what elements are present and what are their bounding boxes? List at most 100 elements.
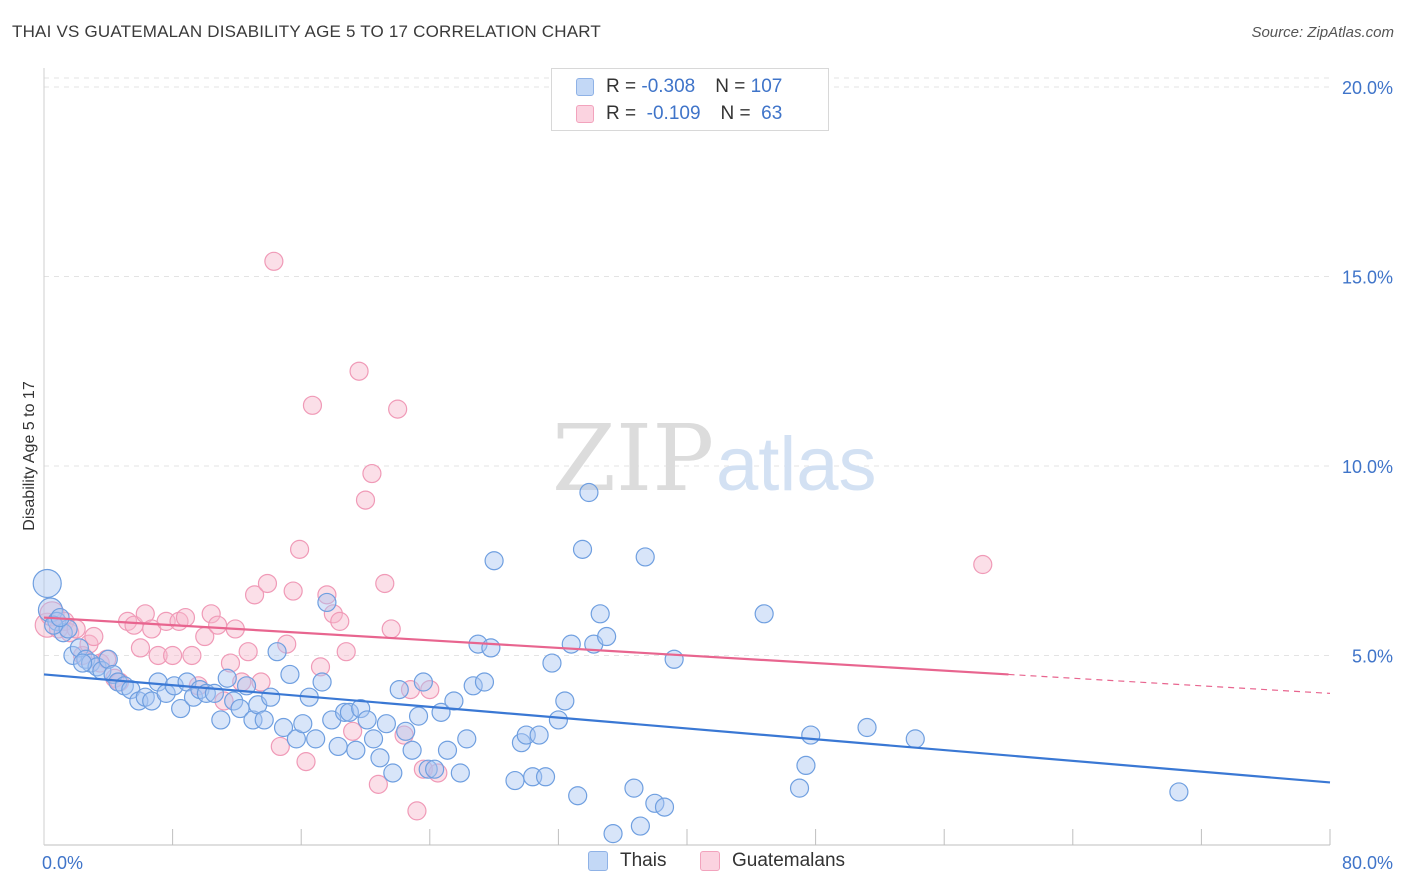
guatemalans-point bbox=[381, 619, 401, 639]
thais-point bbox=[63, 645, 83, 666]
thais-point bbox=[312, 672, 332, 692]
guatemalans-point bbox=[130, 638, 151, 658]
guatemalans-point bbox=[336, 642, 356, 662]
thais-point bbox=[376, 714, 396, 734]
guatemalans-point bbox=[349, 361, 369, 381]
guatemalans-point bbox=[220, 653, 241, 673]
guatemalans-point bbox=[163, 645, 183, 666]
guatemalans-point bbox=[182, 645, 202, 666]
thais-point bbox=[597, 626, 617, 647]
guatemalans-legend-label: Guatemalans bbox=[732, 850, 846, 871]
thais-point bbox=[542, 653, 562, 673]
thais-point bbox=[396, 721, 416, 741]
thais-point bbox=[261, 687, 281, 707]
guatemalans-point bbox=[84, 626, 104, 647]
guatemalans-point bbox=[201, 604, 221, 624]
guatemalans-r-value: -0.109 bbox=[641, 103, 701, 124]
thais-point bbox=[335, 702, 355, 722]
guatemalans-trend-line bbox=[43, 616, 1009, 676]
thais-point bbox=[47, 611, 67, 631]
thais-point bbox=[548, 710, 569, 730]
y-axis-tick-labels: 5.0% 10.0% 15.0% 20.0% bbox=[1342, 78, 1393, 667]
legend-item-guatemalans: Guatemalans bbox=[700, 850, 845, 872]
x-tick-label-max: 80.0% bbox=[1342, 853, 1393, 873]
thais-point bbox=[211, 710, 231, 730]
thais-point bbox=[635, 547, 655, 567]
guatemalans-point bbox=[323, 604, 343, 624]
guatemalans-point bbox=[289, 539, 310, 559]
thais-point bbox=[69, 638, 89, 658]
thais-point bbox=[273, 717, 294, 738]
guatemalans-point bbox=[264, 251, 284, 271]
thais-trend-line bbox=[43, 673, 1331, 784]
x-axis-ticks bbox=[43, 829, 1331, 845]
thais-point bbox=[363, 729, 384, 749]
thais-point bbox=[630, 816, 650, 836]
guatemalans-point bbox=[407, 801, 427, 821]
guatemalans-swatch bbox=[576, 105, 594, 123]
guatemalans-point bbox=[413, 759, 433, 779]
thais-point bbox=[568, 786, 588, 806]
thais-r-label: R = bbox=[606, 76, 642, 97]
guatemalans-n-value: 63 bbox=[755, 103, 783, 124]
legend-row-guatemalans: R = -0.109 N = 63 bbox=[576, 101, 782, 127]
chart-title: THAI VS GUATEMALAN DISABILITY AGE 5 TO 1… bbox=[12, 22, 602, 41]
thais-point bbox=[339, 702, 360, 722]
thais-point bbox=[317, 592, 337, 613]
thais-point bbox=[402, 740, 422, 760]
thais-point bbox=[224, 691, 244, 711]
guatemalans-point bbox=[270, 736, 290, 757]
y-axis-label: Disability Age 5 to 17 bbox=[21, 381, 38, 531]
thais-point bbox=[148, 672, 168, 692]
thais-point bbox=[32, 568, 62, 599]
guatemalans-point bbox=[355, 490, 376, 510]
thais-point bbox=[351, 698, 371, 719]
thais-point bbox=[183, 687, 204, 707]
thais-point bbox=[293, 714, 313, 734]
thais-point bbox=[370, 748, 390, 768]
thais-point bbox=[801, 725, 821, 745]
thais-point bbox=[603, 824, 623, 844]
thais-point bbox=[44, 615, 64, 635]
guatemalans-point bbox=[362, 463, 382, 484]
guatemalans-point bbox=[214, 691, 234, 711]
x-tick-label-min: 0.0% bbox=[42, 853, 83, 873]
guatemalans-point bbox=[257, 573, 278, 594]
thais-point bbox=[474, 672, 495, 692]
y-tick-label: 20.0% bbox=[1342, 78, 1393, 98]
source-label: Source: ZipAtlas.com bbox=[1251, 24, 1394, 41]
thais-point bbox=[243, 710, 263, 730]
y-tick-label: 10.0% bbox=[1342, 457, 1393, 477]
thais-point bbox=[171, 698, 191, 719]
grid-lines bbox=[44, 77, 1330, 656]
guatemalans-point bbox=[420, 679, 440, 700]
thais-point bbox=[457, 729, 477, 749]
thais-point bbox=[857, 717, 877, 738]
thais-point bbox=[645, 793, 665, 813]
thais-point bbox=[505, 770, 525, 791]
thais-point bbox=[579, 482, 599, 503]
guatemalans-point bbox=[973, 554, 993, 575]
thais-swatch bbox=[576, 78, 594, 96]
thais-point bbox=[357, 710, 377, 730]
y-tick-label: 5.0% bbox=[1352, 646, 1393, 666]
thais-point bbox=[654, 797, 675, 817]
thais-point bbox=[664, 649, 684, 669]
guatemalans-point bbox=[277, 634, 297, 654]
guatemalans-point bbox=[388, 399, 408, 419]
guatemalans-legend-swatch bbox=[700, 851, 720, 871]
guatemalans-point bbox=[428, 763, 448, 783]
guatemalans-r-label: R = bbox=[606, 103, 642, 124]
legend-item-thais: Thais bbox=[588, 850, 666, 872]
thais-point bbox=[280, 664, 300, 685]
thais-point bbox=[796, 755, 816, 776]
guatemalans-point bbox=[330, 611, 350, 631]
watermark-zip: ZIP bbox=[552, 405, 714, 512]
thais-r-value: -0.308 bbox=[641, 76, 696, 97]
thais-point bbox=[408, 706, 429, 726]
guatemalans-point bbox=[208, 615, 228, 635]
thais-point bbox=[389, 679, 409, 700]
guatemalans-point bbox=[244, 585, 265, 605]
guatemalans-point bbox=[375, 573, 395, 594]
